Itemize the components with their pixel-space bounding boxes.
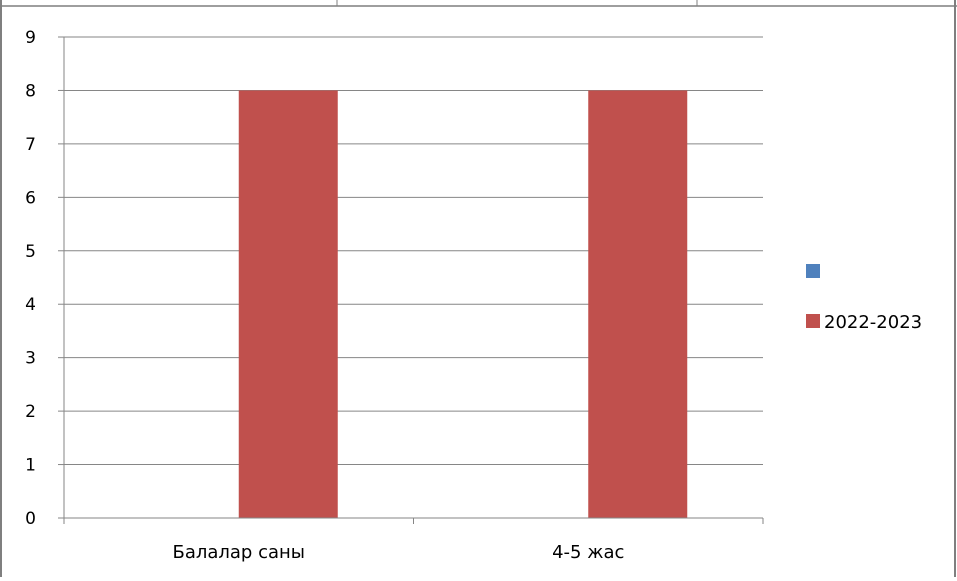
bars	[238, 90, 688, 518]
x-tick-label: Балалар саны	[172, 542, 305, 563]
y-tick-label: 3	[25, 349, 36, 369]
legend-swatch	[806, 314, 820, 328]
x-tick-label: 4-5 жас	[552, 542, 624, 563]
bar	[238, 90, 338, 518]
y-tick-label: 9	[25, 28, 36, 48]
y-tick-label: 8	[25, 81, 36, 101]
y-tick-label: 2	[25, 402, 36, 422]
y-tick-label: 0	[25, 509, 36, 529]
y-tick-labels: 0 1 2 3 4 5 6 7 8 9	[25, 28, 36, 529]
legend-swatch	[806, 264, 820, 278]
axes	[58, 36, 764, 524]
legend: 2022-2023	[806, 264, 922, 333]
y-tick-label: 7	[25, 135, 36, 155]
y-tick-label: 4	[25, 295, 36, 315]
y-tick-label: 1	[25, 456, 36, 476]
legend-label: 2022-2023	[824, 312, 922, 333]
bar	[588, 90, 688, 518]
y-tick-label: 6	[25, 188, 36, 208]
x-tick-labels: Балалар саны 4-5 жас	[172, 542, 624, 563]
y-tick-label: 5	[25, 242, 36, 262]
